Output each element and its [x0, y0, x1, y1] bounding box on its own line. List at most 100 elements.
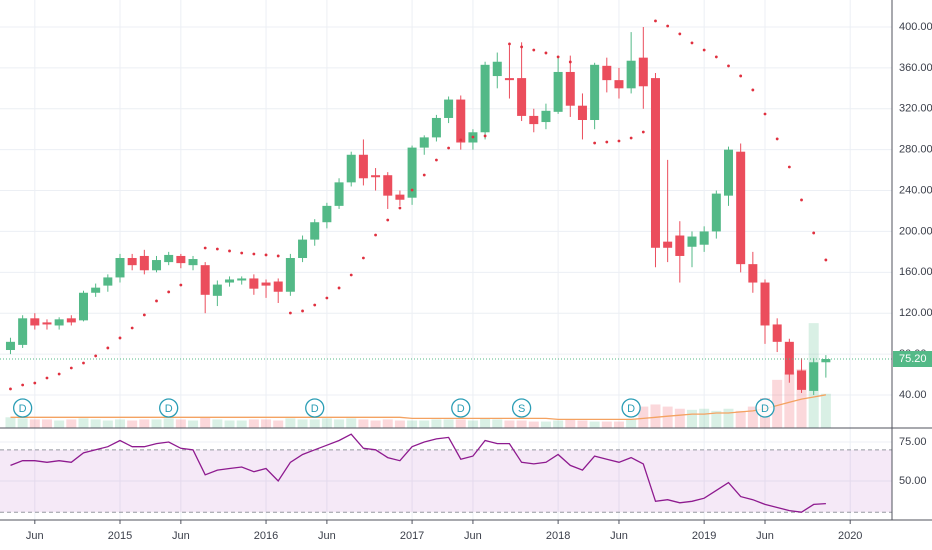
candle-body — [127, 258, 137, 266]
volume-bar — [17, 418, 28, 428]
volume-bar — [309, 419, 320, 428]
event-label: D — [457, 403, 465, 415]
candle-body — [419, 137, 429, 148]
sar-dot — [751, 88, 755, 92]
candle-body — [638, 57, 648, 87]
volume-ma-line — [10, 394, 827, 421]
candle-body — [176, 255, 186, 264]
last-price-badge — [893, 351, 932, 368]
x-tick-label: Jun — [26, 530, 44, 542]
volume-bar — [382, 419, 393, 428]
candle-body — [431, 117, 441, 138]
sar-dot — [57, 372, 61, 376]
volume-bar — [820, 393, 831, 428]
candle-body — [650, 78, 660, 248]
candle-body — [517, 78, 527, 116]
volume-bar — [480, 418, 491, 428]
volume-bar — [443, 419, 454, 428]
candle-body — [78, 292, 88, 321]
sar-dot — [739, 74, 743, 78]
volume-bar — [589, 421, 600, 428]
sar-dot — [203, 246, 207, 250]
candle-body — [285, 258, 295, 292]
volume-bar — [188, 420, 199, 428]
candle-body — [699, 231, 709, 245]
candle-body — [663, 241, 673, 248]
candle-body — [626, 60, 636, 89]
candle-body — [809, 362, 819, 391]
rsi-band — [0, 449, 892, 513]
candle-body — [784, 341, 794, 375]
volume-bar — [553, 420, 564, 428]
sar-dot — [824, 258, 828, 262]
sar-dot — [215, 247, 219, 251]
y-tick-label: 200.00 — [899, 225, 932, 237]
sar-dot — [33, 381, 37, 385]
volume-bar — [650, 404, 661, 428]
event-label: D — [311, 403, 319, 415]
sar-dot — [629, 136, 633, 140]
event-marker — [755, 398, 775, 418]
volume-bar — [516, 420, 527, 428]
sar-dot — [313, 303, 317, 307]
sar-dot — [800, 198, 803, 202]
sar-dot — [641, 130, 645, 134]
sar-dot — [240, 251, 244, 255]
volume-bar — [370, 420, 381, 428]
sar-dot — [142, 313, 146, 317]
volume-bar — [467, 420, 478, 428]
candle-body — [188, 259, 198, 266]
candle-body — [395, 194, 405, 200]
candle-body — [590, 64, 600, 121]
volume-bar — [236, 420, 247, 428]
x-tick-label: Jun — [610, 530, 628, 542]
candle-body — [200, 265, 210, 295]
volume-bar — [626, 419, 637, 428]
volume-bar — [54, 420, 65, 428]
sar-dot — [435, 158, 438, 162]
candle-body — [212, 284, 222, 296]
volume-bar — [601, 421, 612, 428]
candle-body — [407, 147, 417, 198]
sar-dot — [593, 141, 597, 145]
candle-body — [358, 154, 368, 179]
event-marker — [451, 398, 471, 418]
event-label: D — [627, 403, 635, 415]
x-tick-label: Jun — [464, 530, 482, 542]
candle-body — [724, 149, 733, 196]
candle-body — [541, 110, 551, 123]
candle-body — [456, 99, 466, 143]
candle-body — [225, 279, 235, 283]
candle-body — [54, 319, 64, 326]
volume-bar — [273, 420, 284, 428]
volume-bar — [492, 419, 503, 428]
candle-body — [480, 64, 490, 133]
volume-bar — [41, 419, 52, 428]
x-tick-label: 2015 — [108, 530, 132, 542]
x-tick-label: Jun — [756, 530, 774, 542]
candle-body — [310, 222, 320, 240]
candle-body — [18, 318, 28, 345]
candle-body — [334, 182, 344, 206]
sar-dot — [654, 19, 657, 23]
event-label: D — [165, 403, 173, 415]
candle-body — [614, 80, 624, 89]
volume-bar — [431, 419, 442, 428]
sar-dot — [349, 273, 353, 277]
candle-body — [687, 236, 697, 247]
volume-bar — [224, 420, 235, 428]
volume-bar — [528, 421, 539, 428]
volume-bar — [200, 417, 211, 428]
volume-bar — [407, 420, 418, 428]
rsi-band-fill — [0, 449, 892, 513]
event-marker — [621, 398, 641, 418]
volume-bar — [346, 418, 357, 428]
sar-dot — [179, 283, 183, 287]
x-tick-label: 2017 — [400, 530, 424, 542]
volume-bar — [772, 379, 783, 428]
candle-body — [504, 78, 514, 81]
candle-body — [748, 264, 758, 283]
volume-bar — [686, 409, 697, 428]
sar-dot — [228, 249, 231, 253]
